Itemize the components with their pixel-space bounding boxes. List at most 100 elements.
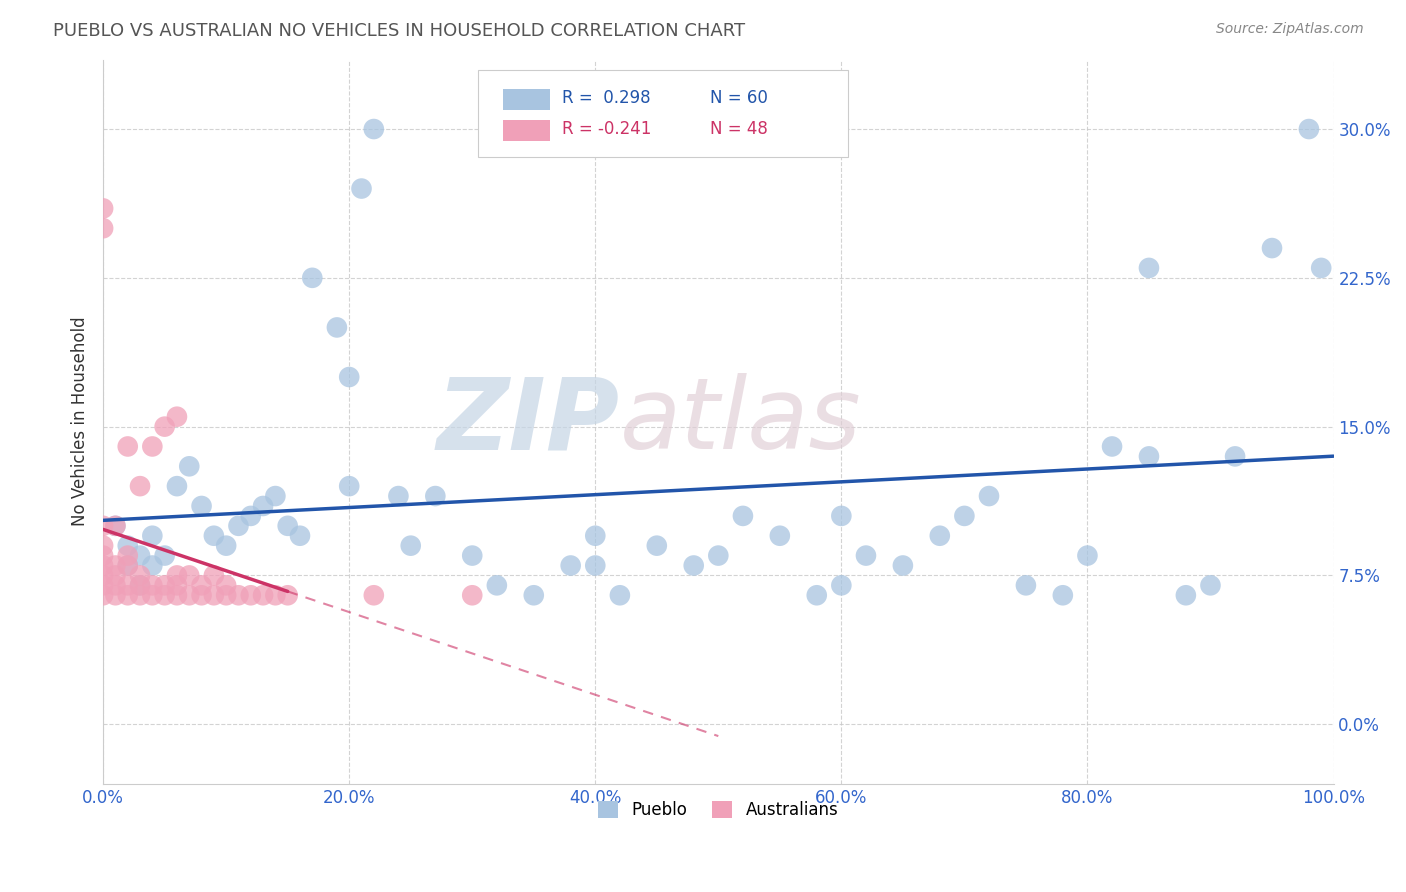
Point xyxy=(350,181,373,195)
Point xyxy=(202,588,225,602)
Point xyxy=(91,539,114,553)
Point xyxy=(153,419,176,434)
Point xyxy=(1199,578,1222,592)
Point xyxy=(104,558,127,573)
Text: atlas: atlas xyxy=(620,373,862,470)
Text: ZIP: ZIP xyxy=(437,373,620,470)
Point xyxy=(1174,588,1197,602)
Text: R = -0.241: R = -0.241 xyxy=(562,120,651,138)
Point xyxy=(91,568,114,582)
Point xyxy=(91,549,114,563)
Y-axis label: No Vehicles in Household: No Vehicles in Household xyxy=(72,317,89,526)
Point xyxy=(252,588,274,602)
Point xyxy=(104,518,127,533)
Point xyxy=(117,588,139,602)
Point xyxy=(228,518,250,533)
Legend: Pueblo, Australians: Pueblo, Australians xyxy=(592,795,845,826)
Point xyxy=(1052,588,1074,602)
Point xyxy=(129,578,152,592)
Point xyxy=(277,588,299,602)
Text: Source: ZipAtlas.com: Source: ZipAtlas.com xyxy=(1216,22,1364,37)
Text: PUEBLO VS AUSTRALIAN NO VEHICLES IN HOUSEHOLD CORRELATION CHART: PUEBLO VS AUSTRALIAN NO VEHICLES IN HOUS… xyxy=(53,22,745,40)
Point xyxy=(1298,122,1320,136)
Point xyxy=(190,588,212,602)
Point xyxy=(1310,260,1333,275)
Point xyxy=(91,202,114,216)
Point xyxy=(179,459,201,474)
Point xyxy=(141,440,163,454)
Point xyxy=(117,440,139,454)
Point xyxy=(141,529,163,543)
Point xyxy=(1137,450,1160,464)
Point xyxy=(215,539,238,553)
Point xyxy=(523,588,546,602)
Point xyxy=(190,578,212,592)
Point xyxy=(731,508,754,523)
Bar xyxy=(503,88,550,111)
Point xyxy=(830,578,852,592)
Point xyxy=(928,529,950,543)
Point xyxy=(1261,241,1284,255)
Point xyxy=(215,578,238,592)
Point xyxy=(645,539,668,553)
Point xyxy=(363,122,385,136)
Point xyxy=(104,578,127,592)
Point xyxy=(202,529,225,543)
Point xyxy=(91,558,114,573)
Point xyxy=(166,479,188,493)
Point xyxy=(190,499,212,513)
Point xyxy=(91,221,114,235)
Point xyxy=(560,558,582,573)
Point xyxy=(104,518,127,533)
Point xyxy=(91,518,114,533)
Point xyxy=(129,549,152,563)
Point xyxy=(288,529,311,543)
Point xyxy=(387,489,409,503)
Point xyxy=(117,578,139,592)
Point xyxy=(202,568,225,582)
Point xyxy=(153,588,176,602)
Point xyxy=(682,558,704,573)
Point xyxy=(301,270,323,285)
Point xyxy=(953,508,976,523)
Point xyxy=(1137,260,1160,275)
Point xyxy=(179,588,201,602)
Point xyxy=(166,568,188,582)
Point xyxy=(425,489,447,503)
Point xyxy=(337,370,360,384)
Point xyxy=(228,588,250,602)
Point xyxy=(129,588,152,602)
Point xyxy=(239,588,262,602)
Point xyxy=(117,558,139,573)
Point xyxy=(806,588,828,602)
Point xyxy=(337,479,360,493)
Point xyxy=(769,529,792,543)
Text: R =  0.298: R = 0.298 xyxy=(562,89,651,107)
FancyBboxPatch shape xyxy=(478,70,848,157)
Point xyxy=(117,558,139,573)
Point xyxy=(399,539,422,553)
Point xyxy=(609,588,631,602)
Point xyxy=(707,549,730,563)
Point xyxy=(239,508,262,523)
Point xyxy=(977,489,1000,503)
Point xyxy=(104,588,127,602)
Point xyxy=(485,578,508,592)
Text: N = 60: N = 60 xyxy=(710,89,768,107)
Point xyxy=(1076,549,1098,563)
Point xyxy=(129,479,152,493)
Point xyxy=(277,518,299,533)
Point xyxy=(583,529,606,543)
Point xyxy=(215,588,238,602)
Point xyxy=(166,588,188,602)
Point xyxy=(326,320,349,334)
Point xyxy=(1223,450,1246,464)
Point xyxy=(129,578,152,592)
Point xyxy=(129,568,152,582)
Point xyxy=(830,508,852,523)
Point xyxy=(583,558,606,573)
Text: N = 48: N = 48 xyxy=(710,120,768,138)
Point xyxy=(117,549,139,563)
Point xyxy=(166,409,188,424)
Point xyxy=(264,489,287,503)
